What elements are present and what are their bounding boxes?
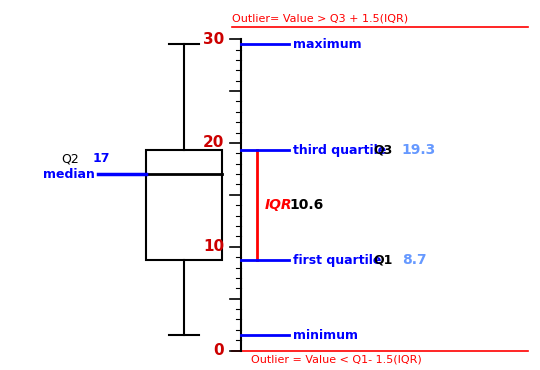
Text: third quartile: third quartile <box>293 144 390 157</box>
Text: 20: 20 <box>203 135 224 151</box>
Text: 17: 17 <box>92 152 110 165</box>
Text: 19.3: 19.3 <box>402 143 436 157</box>
Text: Q1: Q1 <box>373 254 393 267</box>
Bar <box>146 150 222 260</box>
Text: 10: 10 <box>203 239 224 254</box>
Text: 8.7: 8.7 <box>402 253 426 267</box>
Text: 0: 0 <box>213 343 224 358</box>
Text: Q3: Q3 <box>373 144 393 157</box>
Text: Outlier = Value < Q1- 1.5(IQR): Outlier = Value < Q1- 1.5(IQR) <box>251 355 422 365</box>
Text: minimum: minimum <box>293 329 358 342</box>
Text: Q2: Q2 <box>62 152 79 165</box>
Text: first quartile: first quartile <box>293 254 386 267</box>
Text: maximum: maximum <box>293 38 361 51</box>
Text: Outlier= Value > Q3 + 1.5(IQR): Outlier= Value > Q3 + 1.5(IQR) <box>232 14 408 24</box>
Text: IQR: IQR <box>264 198 292 212</box>
Text: 10.6: 10.6 <box>289 198 323 212</box>
Text: 30: 30 <box>203 31 224 47</box>
Text: median: median <box>43 168 94 181</box>
